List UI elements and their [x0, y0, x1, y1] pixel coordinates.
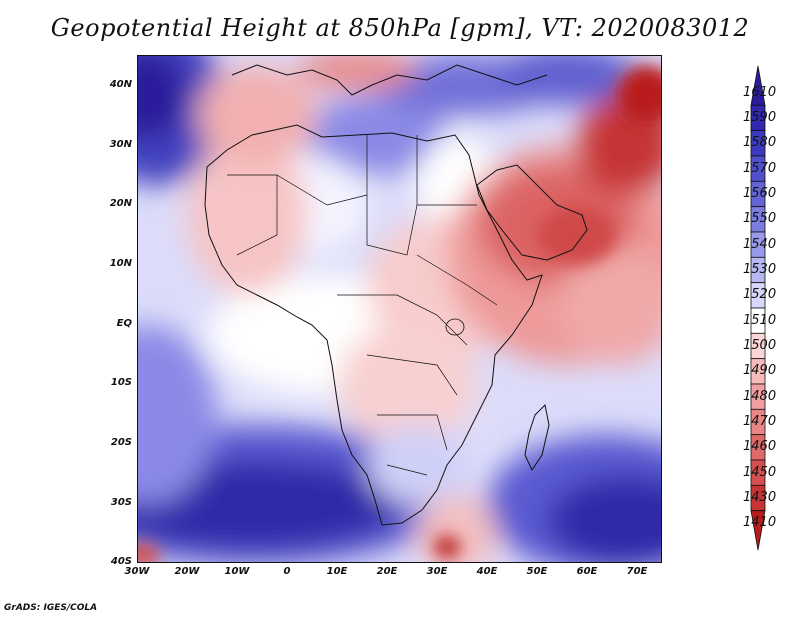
legend-level-label: 1470	[743, 414, 777, 429]
legend-level-label: 1590	[743, 110, 777, 125]
lon-label-50e: 50E	[526, 566, 548, 577]
lon-label-70e: 70E	[626, 566, 648, 577]
lon-label-20e: 20E	[376, 566, 398, 577]
lon-label-20w: 20W	[174, 566, 200, 577]
lat-label-10s: 10S	[110, 377, 132, 388]
height-field-blobs	[137, 55, 662, 563]
legend-level-label: 1550	[743, 211, 777, 227]
legend-level-label: 1610	[743, 84, 777, 100]
legend-level-label: 1460	[743, 439, 777, 455]
legend-level-label: 1410	[743, 515, 777, 531]
legend-level-label: 1530	[743, 262, 777, 277]
coastline-africa	[204, 124, 543, 526]
coastline-madagascar	[524, 403, 550, 472]
lon-label-10e: 10E	[326, 566, 348, 577]
legend-level-label: 1450	[743, 464, 777, 480]
coastline-arabia	[476, 164, 588, 261]
coastline-europe	[231, 64, 548, 96]
map-title: Geopotential Height at 850hPa [gpm], VT:…	[50, 14, 750, 42]
legend-level-label: 1520	[743, 287, 777, 303]
lat-label-40n: 40N	[109, 79, 132, 90]
legend-level-label: 1570	[743, 160, 777, 176]
lat-label-40s: 40S	[110, 556, 132, 567]
lon-label-0: 0	[283, 566, 291, 577]
legend-level-label: 1500	[743, 338, 777, 353]
legend-level-label: 1430	[743, 490, 777, 505]
country-borders	[227, 135, 498, 476]
lat-label-10n: 10N	[109, 258, 132, 269]
lat-label-20n: 20N	[109, 198, 132, 209]
lat-label-30s: 30S	[110, 497, 132, 508]
legend-level-label: 1480	[743, 388, 777, 404]
lat-label-eq: EQ	[116, 318, 132, 329]
lon-label-60e: 60E	[576, 566, 598, 577]
geopotential-map	[137, 55, 662, 563]
color-legend	[750, 65, 766, 551]
legend-level-label: 1560	[743, 186, 777, 201]
lake-victoria	[445, 318, 465, 336]
legend-level-label: 1510	[743, 312, 777, 328]
legend-level-label: 1580	[743, 135, 777, 151]
lon-label-30w: 30W	[124, 566, 150, 577]
map-panel	[137, 55, 662, 563]
lat-label-20s: 20S	[110, 437, 132, 448]
legend-swatch	[750, 510, 766, 551]
legend-level-label: 1540	[743, 236, 777, 252]
lon-label-10w: 10W	[224, 566, 250, 577]
grads-credit: GrADS: IGES/COLA	[4, 603, 98, 613]
map-frame	[137, 55, 662, 563]
height-field-cores	[137, 65, 662, 563]
legend-level-label: 1490	[743, 363, 777, 379]
lat-label-30n: 30N	[109, 139, 132, 150]
lon-label-30e: 30E	[426, 566, 448, 577]
lon-label-40e: 40E	[476, 566, 498, 577]
